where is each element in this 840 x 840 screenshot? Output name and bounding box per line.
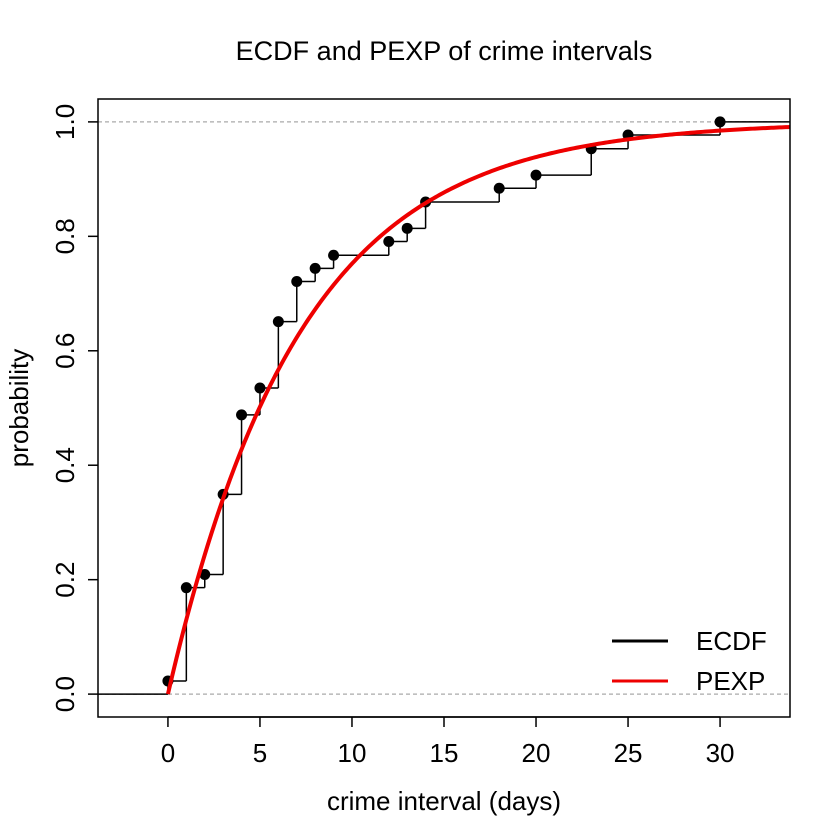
- x-tick-label: 25: [614, 738, 643, 768]
- x-tick-label: 0: [161, 738, 175, 768]
- x-tick-label: 20: [522, 738, 551, 768]
- y-tick-label: 0.2: [50, 562, 80, 598]
- y-axis-label: probability: [4, 349, 34, 468]
- y-tick-label: 0.8: [50, 218, 80, 254]
- ecdf-point: [383, 235, 395, 247]
- ecdf-point: [714, 116, 726, 128]
- ecdf-point: [291, 276, 303, 288]
- pexp-curve: [165, 125, 791, 695]
- legend: ECDF PEXP: [612, 626, 767, 696]
- legend-label: PEXP: [696, 666, 765, 696]
- y-tick-label: 0.6: [50, 333, 80, 369]
- legend-label: ECDF: [696, 626, 767, 656]
- x-axis: 0 5 10 15 20 25 30: [161, 716, 735, 768]
- ecdf-point: [328, 249, 340, 261]
- y-tick-label: 1.0: [50, 104, 80, 140]
- ecdf-point: [254, 382, 266, 394]
- ecdf-point: [272, 316, 284, 328]
- ecdf-point: [530, 169, 542, 181]
- chart-title: ECDF and PEXP of crime intervals: [236, 36, 653, 66]
- ecdf-point: [199, 569, 211, 581]
- x-tick-label: 15: [430, 738, 459, 768]
- y-tick-label: 0.4: [50, 447, 80, 483]
- ecdf-point: [493, 182, 505, 194]
- y-axis: 0.0 0.2 0.4 0.6 0.8 1.0: [50, 104, 98, 712]
- y-tick-label: 0.0: [50, 676, 80, 712]
- ecdf-point: [309, 262, 321, 274]
- x-tick-label: 30: [706, 738, 735, 768]
- ecdf-point: [401, 222, 413, 234]
- x-axis-label: crime interval (days): [327, 786, 561, 816]
- ecdf-point: [236, 409, 248, 421]
- x-tick-label: 10: [338, 738, 367, 768]
- ecdf-point: [180, 582, 192, 594]
- plot-area: [98, 116, 791, 695]
- x-tick-label: 5: [253, 738, 267, 768]
